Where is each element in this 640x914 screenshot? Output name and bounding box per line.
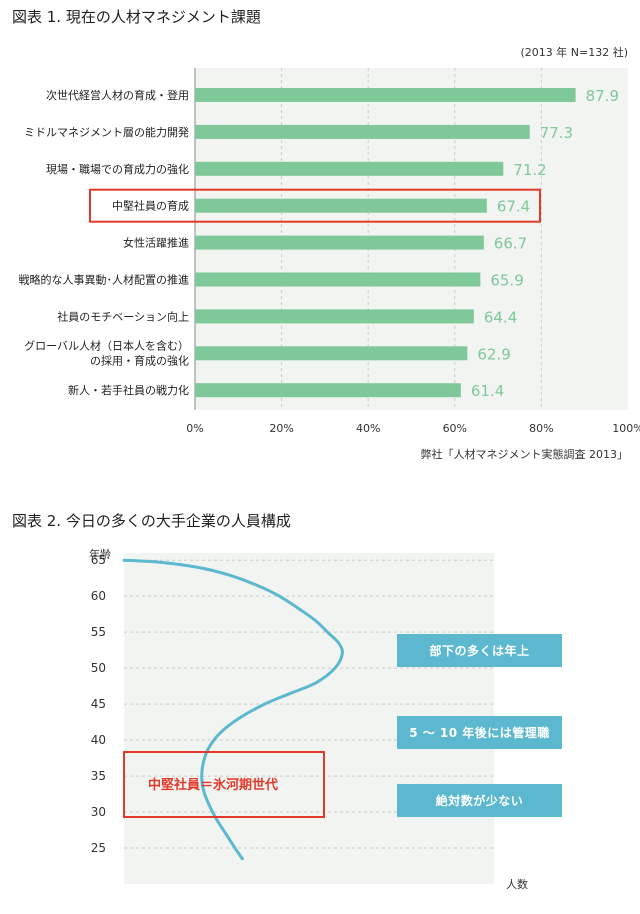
chart1-source: 弊社「人材マネジメント実態調査 2013」 bbox=[420, 448, 629, 461]
chart2-y-tick-label: 50 bbox=[91, 661, 106, 675]
chart1-sample-note: (2013 年 N=132 社) bbox=[520, 46, 628, 59]
chart1-value-label: 71.2 bbox=[513, 161, 546, 179]
chart1-highlight-box bbox=[89, 188, 541, 223]
chart1-bar bbox=[195, 235, 484, 250]
chart2-y-tick-label: 60 bbox=[91, 589, 106, 603]
chart1-x-tick-label: 80% bbox=[529, 422, 553, 435]
chart1-value-label: 65.9 bbox=[490, 272, 523, 290]
chart2-y-axis-label: 年齢 bbox=[89, 547, 111, 561]
chart1-category-label: 社員のモチベーション向上 bbox=[57, 309, 189, 323]
callout-subordinates-older: 部下の多くは年上 bbox=[397, 634, 562, 667]
chart1-category-label: 新人・若手社員の戦力化 bbox=[68, 383, 189, 397]
chart2-y-tick-label: 45 bbox=[91, 697, 106, 711]
chart1-bar bbox=[195, 161, 504, 176]
chart1-bar bbox=[195, 383, 461, 398]
chart1-category-label: グローバル人材（日本人を含む） bbox=[24, 338, 189, 352]
chart1-bar bbox=[195, 346, 468, 361]
chart1-category-label: の採用・育成の強化 bbox=[90, 353, 189, 367]
chart1-value-label: 67.4 bbox=[497, 198, 530, 216]
chart2-y-tick-label: 30 bbox=[91, 805, 106, 819]
chart1-x-tick-label: 20% bbox=[269, 422, 293, 435]
mid-career-label: 中堅社員＝氷河期世代 bbox=[148, 778, 279, 793]
chart1-category-label: 中堅社員の育成 bbox=[112, 199, 189, 213]
chart1-value-label: 66.7 bbox=[494, 235, 527, 253]
callout-few-in-number: 絶対数が少ない bbox=[397, 784, 562, 817]
chart1-bar bbox=[195, 88, 576, 102]
chart1-x-tick-label: 100% bbox=[612, 422, 640, 435]
mid-career-highlight-box bbox=[123, 751, 325, 818]
chart2-y-tick-label: 40 bbox=[91, 733, 106, 747]
chart1-category-label: 現場・職場での育成力の強化 bbox=[46, 162, 189, 176]
chart2-y-tick-label: 25 bbox=[91, 841, 106, 855]
chart1-bar bbox=[195, 124, 530, 139]
chart2-y-tick-label: 65 bbox=[91, 553, 106, 567]
chart2-y-tick-label: 35 bbox=[91, 769, 106, 783]
chart2-y-tick-label: 55 bbox=[91, 625, 106, 639]
chart1-title: 図表 1. 現在の人材マネジメント課題 bbox=[12, 8, 261, 26]
chart2-series-line bbox=[122, 558, 344, 861]
chart1-bar bbox=[195, 309, 474, 324]
chart2-title: 図表 2. 今日の多くの大手企業の人員構成 bbox=[12, 512, 291, 530]
chart1-value-label: 87.9 bbox=[586, 87, 619, 105]
chart1-x-tick-label: 40% bbox=[356, 422, 380, 435]
chart2-x-axis-label: 人数 bbox=[506, 878, 528, 891]
chart1-bar bbox=[195, 198, 487, 213]
chart1-category-label: ミドルマネジメント層の能力開発 bbox=[24, 125, 189, 139]
chart1-x-tick-label: 0% bbox=[186, 422, 203, 435]
callout-future-managers: 5 ～ 10 年後には管理職 bbox=[397, 716, 562, 749]
chart1-value-label: 64.4 bbox=[484, 308, 517, 326]
chart1-svg: 0% 20% 40% 60% 80% 100% 87.9 次世代経営人材の育成・登用 77.3 ミ… bbox=[19, 68, 640, 435]
chart1-category-label: 次世代経営人材の育成・登用 bbox=[46, 88, 189, 102]
chart1-value-label: 61.4 bbox=[471, 382, 504, 400]
chart1-value-label: 77.3 bbox=[540, 124, 573, 142]
chart1-bar bbox=[195, 272, 481, 287]
chart1-value-label: 62.9 bbox=[477, 345, 510, 363]
chart1-category-label: 女性活躍推進 bbox=[123, 236, 189, 250]
chart1-x-tick-label: 60% bbox=[443, 422, 467, 435]
chart1-category-label: 戦略的な人事異動･人材配置の推進 bbox=[19, 273, 190, 287]
